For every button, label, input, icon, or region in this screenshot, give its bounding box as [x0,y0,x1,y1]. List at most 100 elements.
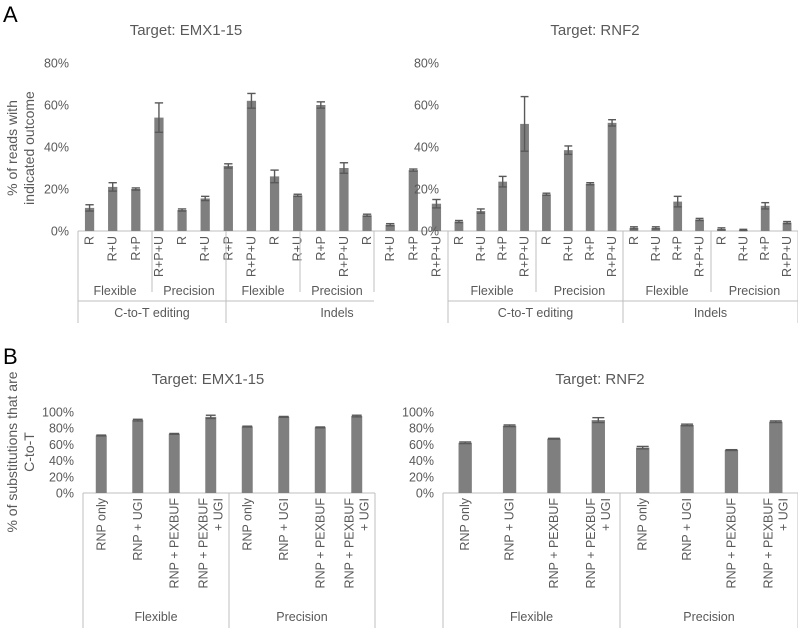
bar-r-u [563,150,573,231]
y-tick-label: 0% [416,487,434,501]
x-category-label: R [83,236,97,245]
y-tick-label: 20% [409,470,434,484]
group-label-precision: Precision [683,610,734,624]
bar-r-p-u [339,168,349,231]
group-label-flexible: Flexible [470,284,513,298]
x-category-label: R+U [383,236,397,261]
x-category-label: R+P [671,236,685,261]
group-label-c-to-t-editing: C-to-T editing [498,306,574,320]
y-tick-label: 0% [51,225,69,239]
x-category-label: R+P [758,236,772,261]
chart-title: Target: RNF2 [555,371,644,388]
x-category-label: RNP only [94,497,108,550]
bar-r-u [385,224,395,231]
x-category-label: R+P+U [337,236,351,277]
bar-r-p-u [246,100,257,231]
bar-rnp-pexbuf-ugi [769,421,783,493]
y-tick-label: 0% [56,487,74,501]
x-category-label: RNP + PEXBUF [724,498,738,589]
bar-r [454,221,464,231]
x-category-label: R [268,236,282,245]
bar-r-p-u [695,219,704,231]
x-category-label: R+P+U [152,236,166,277]
y-tick-label: 20% [414,183,439,197]
x-category-label: R [175,236,189,245]
x-category-label: R+U [291,236,305,261]
x-category-label: RNP + UGI [131,498,145,561]
bar-rnp-only [241,426,253,493]
y-tick-label: 80% [409,422,434,436]
x-category-label: RNP + PEXBUF [547,498,561,589]
bar-rnp-pexbuf [724,450,739,493]
bar-r-p [760,205,770,231]
group-label-precision: Precision [276,610,327,624]
bar-r [362,215,372,231]
x-category-label: R+P [406,236,420,261]
chart-title: Target: EMX1-15 [130,22,243,39]
x-category-label: RNP + PEXBUF [167,498,181,589]
group-label-flexible: Flexible [510,610,553,624]
group-label-flexible: Flexible [241,284,284,298]
panel-label-b: B [3,344,18,369]
bar-rnp-pexbuf [168,433,180,493]
bar-r-p-u [782,222,792,231]
y-tick-label: 20% [44,183,69,197]
x-category-label: R+P+U [244,236,258,277]
group-label-indels: Indels [694,306,727,320]
bar-r [269,176,280,231]
y-tick-label: 40% [44,141,69,155]
y-tick-label: 80% [414,57,439,71]
x-category-label: R+P [221,236,235,261]
bar-r [84,207,95,231]
bar-r [542,194,551,231]
x-category-label: R [539,236,553,245]
y-tick-label: 40% [49,454,74,468]
bar-r-p [498,181,508,231]
bar-r-u [476,211,486,231]
chart-b-emx1-15: Target: EMX1-15 % of substitutions that a… [4,371,376,628]
x-category-label: R+U [736,236,750,261]
bar-r-u [293,195,303,231]
chart-b-rnf2: Target: RNF2 0% 20% 40% 60% 80% 100% RNP only RN… [402,371,798,628]
bar-r-u [200,198,210,231]
bar-rnp-pexbuf-ugi [351,416,363,493]
y-tick-label: 40% [414,141,439,155]
x-category-label: R+U [198,236,212,261]
y-axis-label-line: C-to-T [21,432,37,472]
x-category-label: RNP + UGI [277,498,291,561]
bar-rnp-ugi [680,424,694,493]
bar-r [177,210,187,231]
y-tick-label: 40% [409,454,434,468]
group-label-flexible: Flexible [645,284,688,298]
bar-rnp-ugi [278,416,290,493]
x-category-label: RNP only [636,497,650,550]
x-category-label: R [714,236,728,245]
bar-rnp-only [95,435,107,493]
group-label-precision: Precision [729,284,780,298]
y-tick-label: 100% [42,406,74,420]
x-category-label: + UGI [599,498,613,531]
x-category-label: R+U [561,236,575,261]
group-label-indels: Indels [320,306,353,320]
x-category-label: RNP + UGI [503,498,517,561]
y-tick-label: 20% [49,470,74,484]
x-category-label: R [452,236,466,245]
bar-r-p-u [431,203,442,231]
chart-title: Target: RNF2 [550,22,639,39]
x-category-label: R+P+U [518,236,532,277]
bar-r-p [223,165,233,231]
x-category-label: R+U [474,236,488,261]
group-label-c-to-t-editing: C-to-T editing [114,306,190,320]
x-category-label: R+P+U [693,236,707,277]
bar-r-p [408,170,418,231]
y-tick-label: 60% [44,99,69,113]
bar-rnp-pexbuf [547,438,561,493]
panel-label-a: A [3,2,18,27]
x-category-label: R+P [314,236,328,261]
y-tick-label: 0% [421,225,439,239]
group-label-precision: Precision [163,284,214,298]
group-label-flexible: Flexible [93,284,136,298]
x-category-label: RNP + PEXBUF [761,498,775,589]
y-tick-label: 60% [49,438,74,452]
y-axis-label-line: % of substitutions that are [4,371,20,532]
